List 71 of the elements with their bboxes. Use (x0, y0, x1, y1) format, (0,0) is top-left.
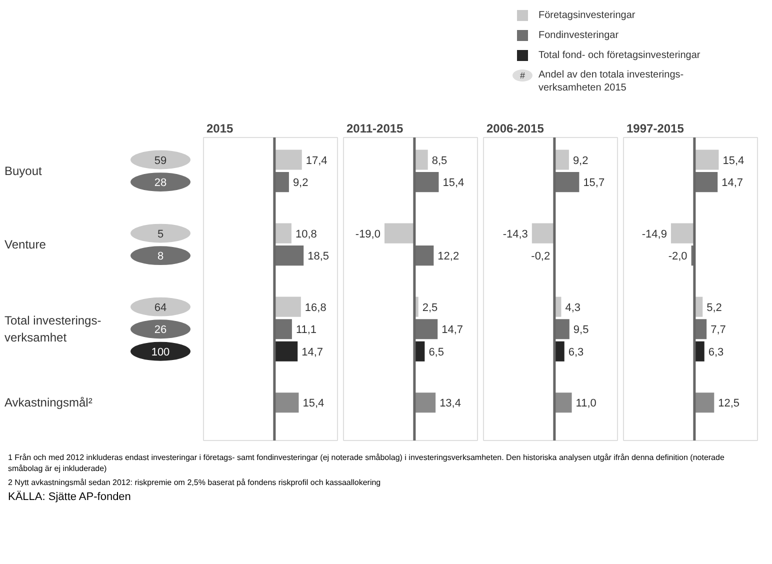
data-label: 6,3 (708, 346, 724, 358)
text: 2 Nytt avkastningsmål sedan 2012: riskpremie om 2,5% baserat på fondens riskprofil och kassaallokering (8, 476, 382, 488)
legend-label: Fondinvesteringar (538, 30, 620, 41)
data-label: -14,9 (642, 228, 667, 240)
data-label: 8,5 (432, 154, 448, 167)
data-label: -0,2 (531, 250, 550, 263)
text: 28 (154, 177, 167, 190)
data-label: 15,4 (302, 398, 324, 410)
bar (554, 150, 569, 170)
bar (384, 223, 414, 244)
data-label: 12,2 (438, 250, 460, 263)
data-label: 14,7 (442, 324, 464, 336)
text: 100 (151, 346, 170, 358)
data-label: -19,0 (355, 228, 380, 240)
chart-title: 2011-2015 (346, 122, 404, 136)
data-label: 9,5 (573, 324, 589, 336)
legend-label: Total fond- och företagsinvesteringar (538, 50, 701, 61)
text: 64 (154, 302, 167, 314)
data-label: 12,5 (718, 398, 740, 410)
data-label: -2,0 (668, 250, 688, 263)
bar (554, 341, 564, 362)
bar (670, 223, 694, 244)
text: KÄLLA: Sjätte AP-fonden (8, 490, 132, 506)
data-label: 5,2 (706, 302, 722, 314)
data-label: 18,5 (308, 250, 330, 263)
data-label: 17,4 (306, 154, 328, 167)
y-tick-label: Venture (4, 237, 46, 252)
bar (274, 150, 302, 170)
y-tick-label: Avkastningsmål² (4, 396, 92, 410)
data-label: 9,2 (292, 177, 308, 190)
bar (274, 392, 299, 413)
data-label: 14,7 (722, 177, 744, 190)
data-label: 15,7 (583, 177, 605, 190)
y-tick-label: Total investerings- verksamhet (4, 314, 102, 345)
text: Andel av den totala investerings- verksamheten 2015 (538, 70, 684, 94)
bar (274, 341, 298, 362)
y-tick-label: Buyout (4, 164, 43, 178)
data-label: 15,4 (442, 177, 464, 190)
bar (694, 392, 714, 413)
data-label: 6,3 (568, 346, 584, 358)
legend-label: Företagsinvesteringar (538, 10, 636, 21)
data-label: 9,2 (572, 154, 588, 167)
data-label: 10,8 (295, 228, 317, 240)
data-label: 14,7 (302, 346, 324, 358)
data-label: 13,4 (440, 398, 461, 410)
data-label: 6,5 (428, 346, 444, 358)
text: 8 (157, 250, 164, 263)
bar (274, 223, 292, 244)
bar (694, 150, 719, 170)
bar (532, 223, 554, 244)
text: # (520, 70, 526, 80)
chart-title: 1997-2015 (626, 122, 684, 136)
data-label: 15,4 (722, 154, 744, 167)
bar (694, 341, 704, 362)
text: 26 (154, 324, 167, 336)
data-label: 4,3 (565, 302, 581, 314)
chart-title: 2015 (206, 122, 234, 136)
chart-title: 2006-2015 (486, 122, 544, 136)
data-label: 11,0 (576, 398, 596, 410)
data-label: -14,3 (502, 228, 528, 240)
bar (414, 150, 428, 170)
data-label: 7,7 (710, 324, 726, 336)
bar (414, 392, 436, 413)
text: 59 (154, 154, 167, 167)
text: 1 Från och med 2012 inkluderas endast investeringar i företags- samt fondinvesteringar (ej noterade småbolag) i investeringsverksamheten. Den historiska analysen utgår ifrån denna definition (noterade småbolag är ej inkluderade) (8, 452, 726, 475)
bar (274, 296, 301, 317)
data-label: 16,8 (304, 302, 326, 314)
text: 5 (157, 228, 164, 240)
bar (554, 392, 572, 413)
data-label: 11,1 (296, 324, 317, 336)
data-label: 2,5 (422, 302, 438, 314)
